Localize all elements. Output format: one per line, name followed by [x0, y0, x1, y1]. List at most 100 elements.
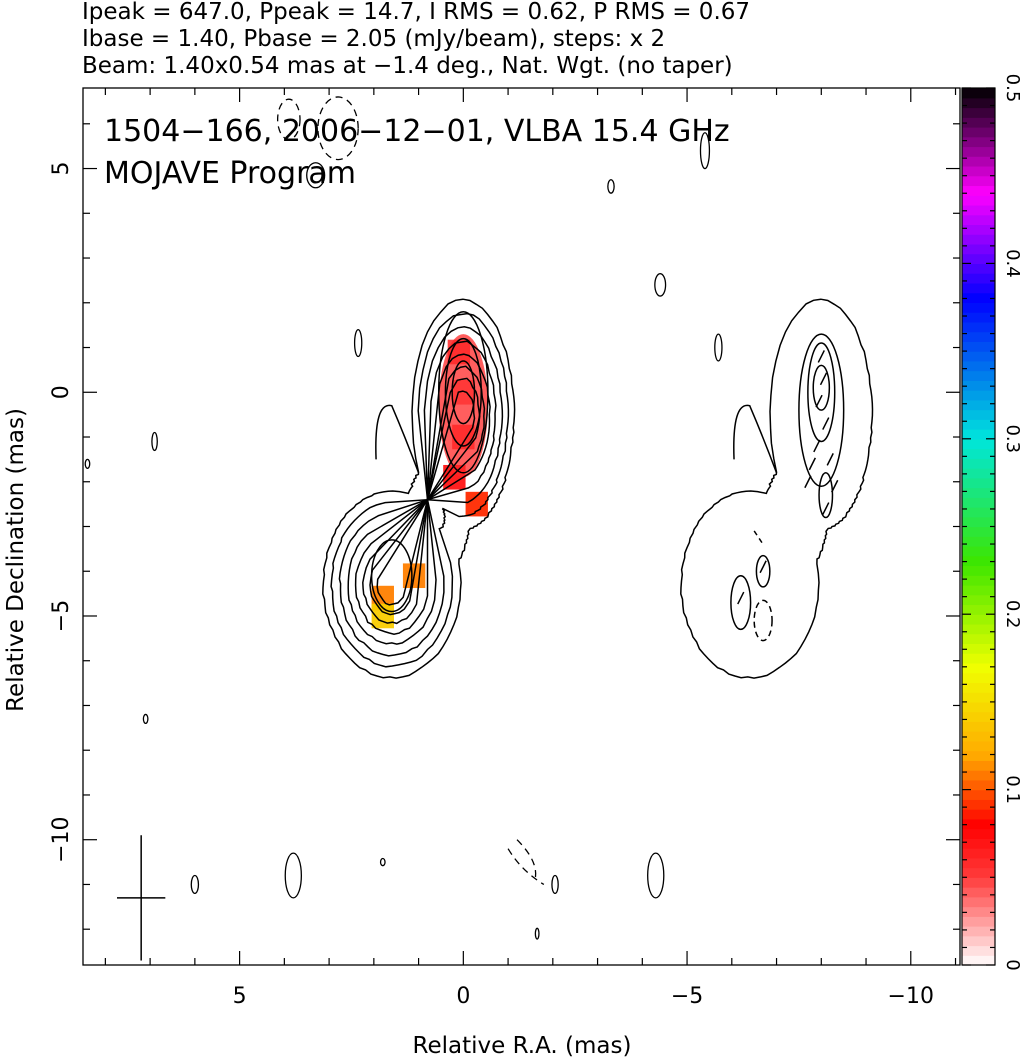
- evpa-stick: [815, 394, 823, 408]
- pol-outer-contour: [733, 404, 778, 474]
- evpa-stick: [808, 457, 817, 471]
- pol-contour: [755, 554, 771, 588]
- colorbar-cell: [962, 653, 995, 664]
- colorbar: 0 0.1 0.2 0.3 0.4 0.5: [961, 74, 1022, 971]
- colorbar-cell: [962, 711, 995, 722]
- colorbar-cell: [962, 555, 995, 567]
- colorbar-cell: [962, 468, 995, 479]
- noise-contour: [353, 328, 363, 358]
- evpa-stick: [822, 417, 830, 430]
- colorbar-cell: [962, 312, 995, 323]
- noise-contour-negative: [516, 839, 537, 881]
- y-tick-label: 0: [49, 385, 74, 399]
- pol-pixel: [465, 491, 488, 517]
- evpa-stick: [804, 475, 812, 489]
- colorbar-cell: [962, 760, 995, 771]
- x-tick-label: 0: [456, 984, 470, 1009]
- colorbar-cell: [962, 253, 995, 264]
- header-line-3: Beam: 1.40x0.54 mas at −1.4 deg., Nat. W…: [82, 53, 733, 79]
- colorbar-cell: [962, 146, 995, 157]
- colorbar-cell: [962, 302, 995, 313]
- colorbar-cell: [962, 195, 995, 206]
- evpa-stick: [759, 560, 767, 574]
- colorbar-cell: [962, 740, 995, 752]
- colorbar-cell: [962, 565, 995, 576]
- colorbar-cell: [962, 799, 995, 810]
- colorbar-ticks: [962, 87, 995, 966]
- evpa-stick: [817, 350, 825, 363]
- colorbar-cell: [962, 604, 995, 615]
- colorbar-cell: [962, 643, 995, 654]
- colorbar-cell: [962, 926, 995, 937]
- colorbar-cell: [962, 838, 995, 849]
- colorbar-cell: [962, 789, 995, 800]
- colorbar-cell: [962, 282, 995, 294]
- colorbar-cell: [962, 770, 995, 781]
- total-intensity-contours: [322, 298, 516, 679]
- colorbar-cell: [962, 955, 995, 966]
- colorbar-cell: [962, 165, 995, 177]
- polarization-panel: [680, 298, 874, 679]
- colorbar-cell: [962, 877, 995, 888]
- plot-title-line-1: 1504−166, 2006−12−01, VLBA 15.4 GHz: [104, 114, 730, 149]
- colorbar-cell: [962, 117, 995, 128]
- colorbar-cell: [962, 487, 995, 498]
- noise-contours: [84, 96, 723, 940]
- evpa-stick: [813, 439, 821, 453]
- colorbar-cell: [962, 935, 995, 947]
- colorbar-cell: [962, 126, 995, 138]
- colorbar-tick-label: 0.3: [1002, 424, 1022, 453]
- colorbar-cell: [962, 156, 995, 167]
- jet-contour: [370, 539, 413, 613]
- pol-pixel: [371, 603, 394, 629]
- intensity-contour: [362, 365, 486, 625]
- colorbar-cell: [962, 516, 995, 528]
- colorbar-cell: [962, 321, 995, 333]
- colorbar-cell: [962, 380, 995, 391]
- colorbar-cell: [962, 419, 995, 430]
- plot-title-line-2: MOJAVE Program: [104, 156, 356, 191]
- colorbar-cell: [962, 692, 995, 703]
- noise-contour: [190, 874, 200, 895]
- pol-contour: [798, 333, 845, 487]
- colorbar-cell: [962, 370, 995, 381]
- colorbar-cell: [962, 750, 995, 761]
- colorbar-cell: [962, 273, 995, 284]
- plot-area: 5 0 −5 −10 5 0 −5 −10: [49, 87, 961, 1009]
- header-line-2: Ibase = 1.40, Pbase = 2.05 (mJy/beam), s…: [82, 26, 665, 52]
- pol-contour-negative: [753, 530, 764, 545]
- noise-contour-negative: [276, 98, 301, 141]
- colorbar-cell: [962, 662, 995, 674]
- noise-contour: [534, 927, 540, 940]
- colorbar-cell: [962, 857, 995, 869]
- colorbar-cell: [962, 429, 995, 440]
- colorbar-cell: [962, 584, 995, 596]
- colorbar-cell: [962, 721, 995, 732]
- noise-contour: [284, 852, 303, 899]
- colorbar-cell: [962, 204, 995, 216]
- y-tick-label: −10: [49, 816, 74, 862]
- colorbar-cell: [962, 477, 995, 489]
- pol-outer-contour: [680, 298, 874, 679]
- evpa-stick: [822, 502, 830, 515]
- intensity-contour: [347, 340, 497, 645]
- pol-core-region: [438, 334, 488, 478]
- noise-contour-negative: [507, 848, 545, 886]
- y-tick-label: −5: [49, 600, 74, 632]
- noise-contour: [84, 458, 91, 469]
- colorbar-cell: [962, 458, 995, 469]
- core-contour: [444, 337, 482, 447]
- colorbar-cell: [962, 545, 995, 557]
- core-contour: [437, 310, 489, 474]
- colorbar-tick-label: 0: [1002, 959, 1022, 970]
- colorbar-tick-label: 0.5: [1002, 74, 1022, 103]
- colorbar-cell: [962, 809, 995, 820]
- x-ticks: [104, 88, 957, 965]
- colorbar-cell: [962, 234, 995, 245]
- colorbar-cell: [962, 701, 995, 713]
- colorbar-cell: [962, 896, 995, 908]
- colorbar-cell: [962, 360, 995, 372]
- y-ticks: [83, 123, 960, 930]
- colorbar-cell: [962, 916, 995, 927]
